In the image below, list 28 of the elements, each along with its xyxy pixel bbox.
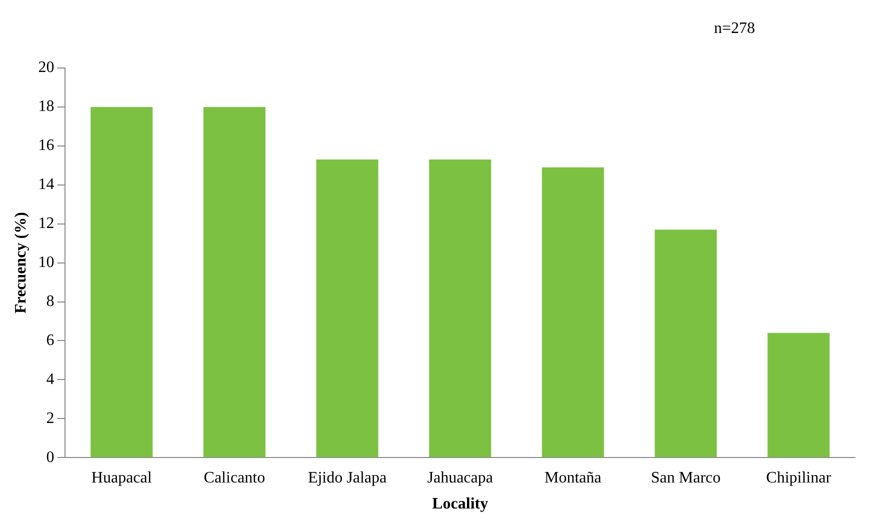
y-tick-label: 6 (46, 332, 54, 349)
y-tick-label: 8 (46, 292, 54, 310)
bar (429, 160, 492, 458)
x-tick-label: Huapacal (91, 469, 152, 486)
y-axis-title: Frecuency (%) (12, 212, 30, 314)
y-tick-label: 16 (38, 137, 54, 154)
bar (316, 160, 378, 458)
text: n=278 (714, 20, 755, 37)
x-tick-label: Montaña (544, 469, 602, 486)
y-tick-label: 4 (46, 370, 54, 388)
y-tick-label: 20 (38, 59, 54, 76)
x-axis-title: Locality (432, 496, 488, 513)
x-tick-label: Ejido Jalapa (308, 469, 387, 486)
y-tick-label: 12 (38, 215, 54, 232)
y-tick-label: 14 (38, 176, 54, 194)
y-tick-label: 10 (38, 254, 54, 272)
bar (542, 167, 604, 458)
y-tick-label: 0 (46, 448, 54, 466)
bar (768, 332, 830, 458)
x-tick-label: Chipilinar (766, 469, 832, 486)
x-tick-label: Calicanto (204, 469, 266, 486)
x-tick-label: Jahuacapa (427, 469, 493, 486)
y-tick-label: 2 (46, 410, 54, 427)
bar (203, 106, 266, 458)
bar (90, 106, 153, 458)
bar (654, 230, 717, 458)
x-tick-label: San Marco (650, 469, 721, 486)
y-tick-label: 18 (38, 98, 54, 116)
